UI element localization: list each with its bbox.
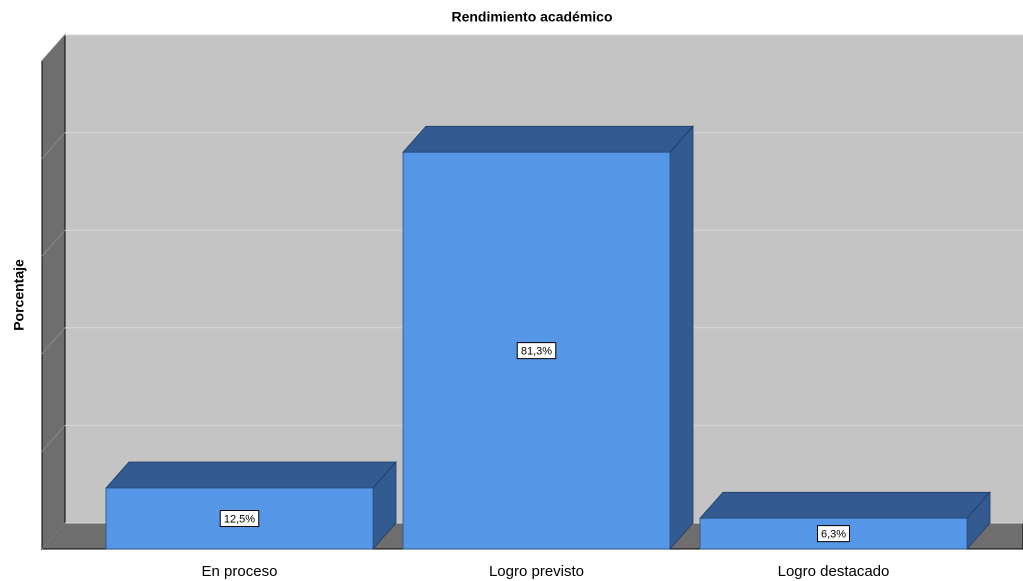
bar-top xyxy=(699,491,991,519)
value-label-box xyxy=(219,510,260,527)
grid-line xyxy=(41,34,66,62)
value-label: 6,3% xyxy=(821,529,846,541)
x-tick-label: Logro destacado xyxy=(778,563,890,580)
left-wall xyxy=(41,33,66,551)
chart-title: Rendimiento académico xyxy=(451,9,612,25)
grid-line xyxy=(41,132,66,159)
value-label-box xyxy=(817,525,850,543)
bar-side xyxy=(669,125,694,551)
grid-line xyxy=(41,229,66,257)
y-axis-label: Porcentaje xyxy=(11,259,27,331)
bar-top xyxy=(105,461,397,489)
grid-line xyxy=(41,327,66,355)
value-label-box xyxy=(516,342,557,360)
value-label: 81,3% xyxy=(521,346,552,358)
value-label: 12,5% xyxy=(224,513,255,525)
bar-top xyxy=(402,125,694,153)
grid-line xyxy=(41,522,66,550)
x-tick-label: En proceso xyxy=(202,563,278,580)
grid-line xyxy=(41,425,66,452)
x-tick-label: Logro previsto xyxy=(489,563,584,580)
